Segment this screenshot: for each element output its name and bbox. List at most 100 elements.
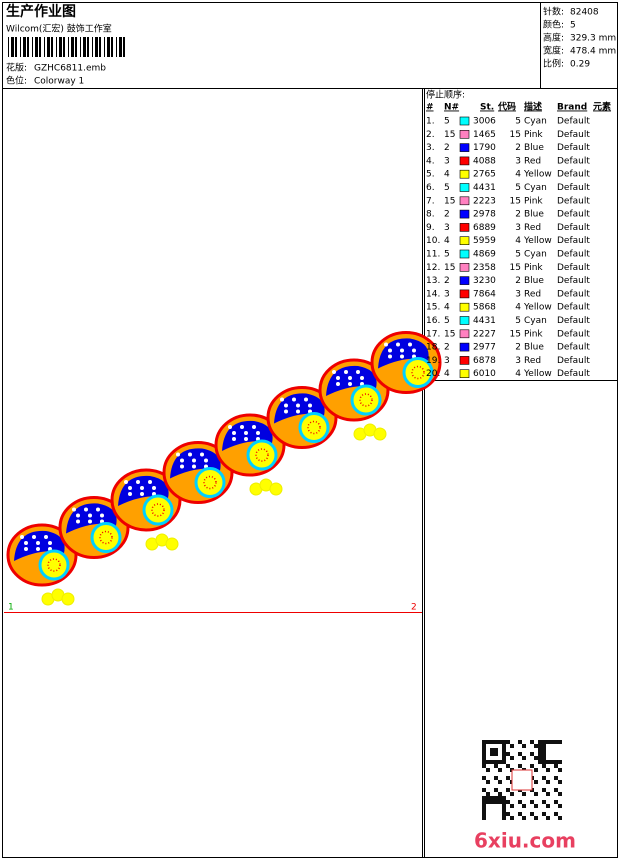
row-number: 7.: [426, 196, 435, 206]
bar-stripe: [99, 37, 101, 57]
qr-cell: [546, 816, 550, 820]
code: 3: [515, 356, 521, 366]
row-number: 5.: [426, 170, 435, 180]
color-swatch: [459, 236, 470, 245]
color-swatch: [459, 130, 470, 139]
qr-cell: [554, 800, 558, 804]
qr-cell: [482, 748, 486, 752]
info-label: 宽度:: [543, 45, 564, 57]
code: 4: [515, 236, 521, 246]
qr-cell: [542, 740, 546, 744]
brand: Default: [557, 369, 590, 379]
qr-cell: [486, 800, 490, 804]
motif-dot: [388, 354, 392, 359]
brand: Default: [557, 303, 590, 313]
brand: Default: [557, 356, 590, 366]
motif-dot: [384, 342, 388, 347]
description: Yellow: [523, 303, 552, 313]
needle: 15: [444, 196, 455, 206]
motif-dot: [192, 464, 196, 469]
motif-dot: [188, 452, 192, 457]
stitches: 7864: [473, 289, 496, 299]
needle: 5: [444, 183, 450, 193]
qr-cell: [522, 756, 526, 760]
needle: 3: [444, 289, 450, 299]
column-header: N#: [444, 103, 459, 113]
qr-cell: [510, 816, 514, 820]
bar-stripe: [27, 37, 29, 57]
color-swatch: [459, 262, 470, 272]
qr-cell: [482, 788, 486, 792]
row-number: 2.: [426, 130, 435, 140]
qr-cell: [482, 796, 486, 800]
qr-cell: [522, 744, 526, 748]
qr-cell: [482, 756, 486, 760]
description: Blue: [524, 210, 544, 220]
qr-cell: [558, 792, 562, 796]
bar-stripe: [104, 37, 105, 57]
motif-dot: [284, 409, 288, 414]
qr-cell: [554, 776, 558, 780]
motif-dot: [296, 403, 300, 408]
qr-cell: [498, 796, 502, 800]
motif-dot: [20, 535, 24, 539]
qr-cell: [554, 760, 558, 764]
qr-logo: [511, 769, 533, 791]
color-swatch: [459, 223, 470, 232]
qr-cell: [510, 756, 514, 760]
qr-cell: [558, 740, 562, 744]
qr-cell: [486, 740, 490, 744]
qr-cell: [518, 800, 522, 804]
row-number: 12.: [426, 263, 440, 273]
motif-center: [203, 475, 217, 490]
needle: 2: [444, 143, 450, 153]
qr-cell: [502, 760, 506, 764]
stitches: 1465: [473, 130, 496, 140]
motif-flower: [269, 482, 283, 496]
brand: Default: [557, 289, 590, 299]
row-number: 3.: [426, 143, 435, 153]
code: 4: [515, 303, 521, 313]
stitches: 1790: [473, 143, 496, 153]
description: Pink: [524, 196, 543, 206]
qr-cell: [506, 788, 510, 792]
qr-cell: [546, 804, 550, 808]
qr-cell: [530, 740, 534, 744]
qr-cell: [542, 760, 546, 764]
qr-cell: [518, 740, 522, 744]
motif-dot: [96, 507, 100, 512]
qr-cell: [534, 804, 538, 808]
info-value: 82408: [570, 8, 599, 18]
qr-cell: [502, 812, 506, 816]
motif-blue: [222, 420, 273, 451]
brand: Default: [557, 210, 590, 220]
description: Red: [524, 223, 541, 233]
brand: Default: [557, 156, 590, 166]
qr-cell: [498, 740, 502, 744]
qr-cell: [534, 780, 538, 784]
color-swatch: [459, 316, 470, 325]
title: 生产作业图: [6, 3, 76, 20]
code: 15: [510, 329, 521, 339]
qr-cell: [538, 740, 542, 744]
qr-cell: [558, 760, 562, 764]
row-number: 6.: [426, 183, 435, 193]
motif-dot: [44, 535, 48, 539]
stitches: 5868: [473, 303, 496, 313]
color-swatch: [459, 196, 470, 206]
description: Blue: [524, 343, 544, 353]
qr-cell: [498, 760, 502, 764]
qr-cell: [482, 812, 486, 816]
motif-dot: [88, 513, 92, 518]
bar-stripe: [63, 37, 65, 57]
qr-cell: [554, 740, 558, 744]
motif-dot: [128, 492, 132, 496]
qr-cell: [482, 800, 486, 804]
motif-flower: [165, 537, 179, 551]
stitches: 2978: [473, 210, 496, 220]
code: 5: [515, 316, 521, 326]
motif-dot: [336, 376, 340, 380]
motif-dot: [252, 425, 256, 429]
color-swatch: [459, 156, 470, 166]
motif-dot: [36, 547, 40, 551]
